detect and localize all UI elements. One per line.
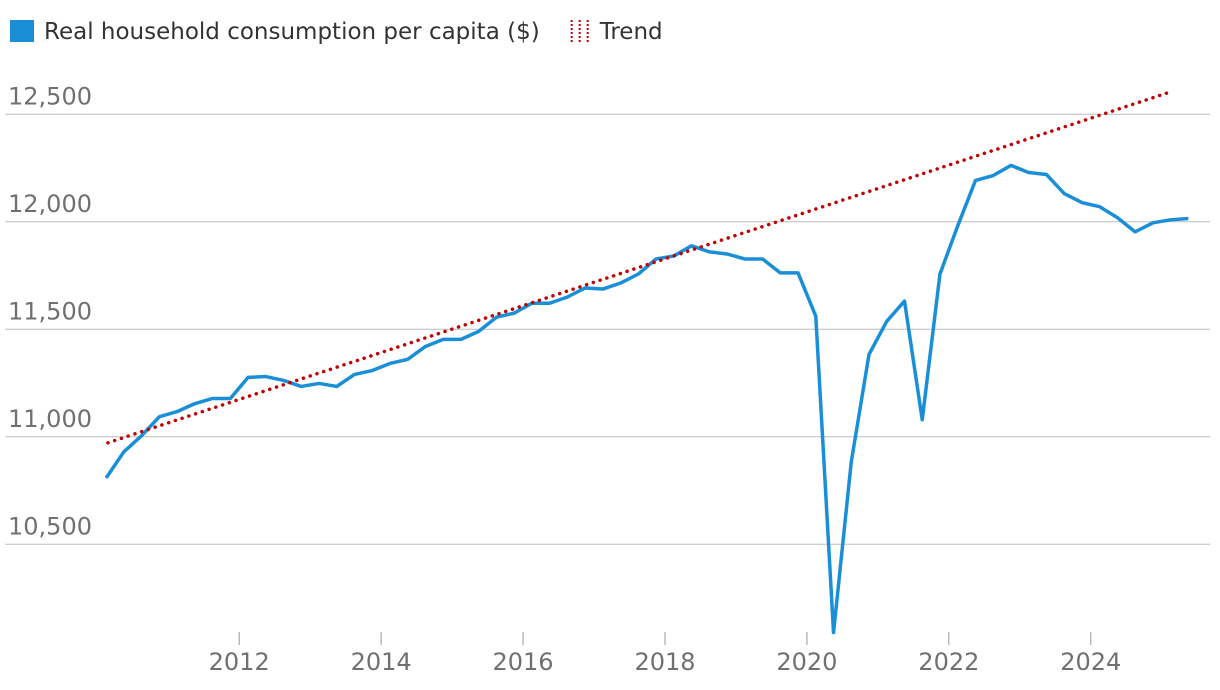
legend-label: Real household consumption per capita ($…	[44, 19, 540, 45]
legend-item: Trend	[570, 19, 663, 45]
x-tick-label: 2018	[634, 648, 695, 676]
data-line	[104, 163, 1189, 635]
x-tick-label: 2024	[1060, 648, 1121, 676]
legend-label: Trend	[599, 19, 663, 45]
legend-swatch	[10, 20, 34, 42]
x-tick-label: 2012	[209, 648, 270, 676]
data-line	[106, 89, 1175, 445]
y-tick-label: 12,500	[8, 82, 92, 110]
y-tick-label: 11,500	[8, 297, 92, 325]
x-tick-label: 2016	[493, 648, 554, 676]
x-tick-label: 2014	[351, 648, 412, 676]
legend-item: Real household consumption per capita ($…	[10, 19, 540, 45]
y-tick-label: 12,000	[8, 190, 92, 218]
x-tick-label: 2020	[776, 648, 837, 676]
y-tick-label: 11,000	[8, 405, 92, 433]
y-tick-label: 10,500	[8, 512, 92, 540]
x-tick-label: 2022	[918, 648, 979, 676]
